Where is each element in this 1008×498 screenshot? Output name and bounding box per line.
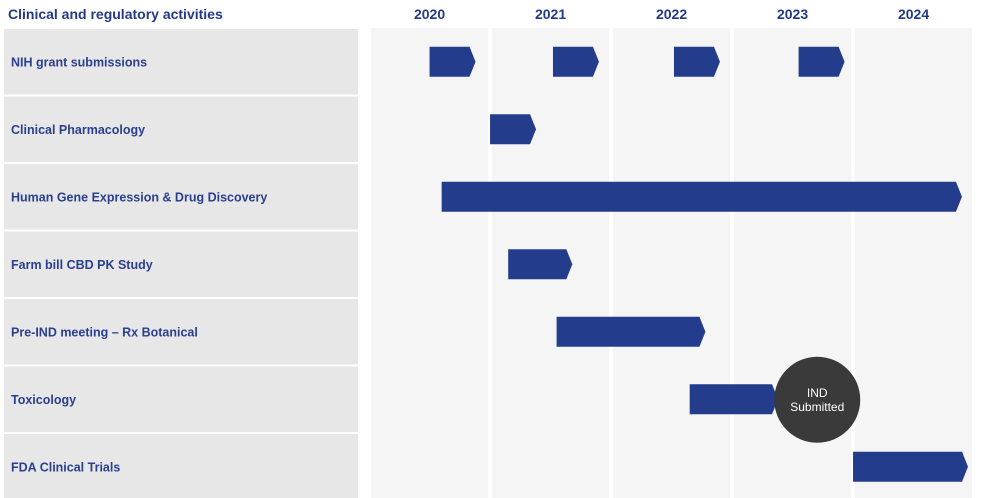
task-bar [429, 46, 476, 77]
milestone-label: Submitted [790, 400, 844, 414]
task-bar [853, 451, 968, 482]
year-label-2021: 2021 [535, 6, 566, 22]
row-label: Clinical Pharmacology [11, 123, 145, 137]
year-label-2022: 2022 [656, 6, 687, 22]
row-label-box [4, 299, 358, 365]
year-label-2024: 2024 [898, 6, 929, 22]
row-label: Toxicology [11, 393, 76, 407]
task-bar [441, 181, 962, 212]
year-band-2020 [371, 28, 489, 498]
year-label-2023: 2023 [777, 6, 808, 22]
row-label-box [4, 96, 358, 162]
row-label-box [4, 164, 358, 230]
task-bar [556, 316, 706, 347]
task-bar [508, 249, 573, 280]
year-bands [371, 28, 973, 498]
year-label-2020: 2020 [414, 6, 445, 22]
row-label-box [4, 366, 358, 432]
chart-title: Clinical and regulatory activities [8, 6, 223, 22]
task-rows: NIH grant submissions Clinical Pharmacolo… [4, 29, 358, 498]
task-bar [490, 114, 537, 145]
row-label: Pre-IND meeting – Rx Botanical [11, 325, 198, 339]
task-bars [429, 46, 968, 482]
year-axis-labels: 2020 2021 2022 2023 2024 [414, 6, 929, 22]
row-label-box [4, 29, 358, 95]
row-label: FDA Clinical Trials [11, 460, 120, 474]
milestone-label: IND [807, 386, 828, 400]
task-bar [673, 46, 720, 77]
milestone-circle [774, 356, 861, 443]
row-label: NIH grant submissions [11, 55, 147, 69]
row-label-box [4, 434, 358, 498]
row-label-box [4, 231, 358, 297]
row-label: Human Gene Expression & Drug Discovery [11, 190, 267, 204]
task-bar [798, 46, 845, 77]
task-bar [552, 46, 599, 77]
row-label: Farm bill CBD PK Study [11, 258, 153, 272]
year-band-2024 [855, 28, 973, 498]
task-bar [689, 384, 779, 415]
year-band-2022 [613, 28, 731, 498]
